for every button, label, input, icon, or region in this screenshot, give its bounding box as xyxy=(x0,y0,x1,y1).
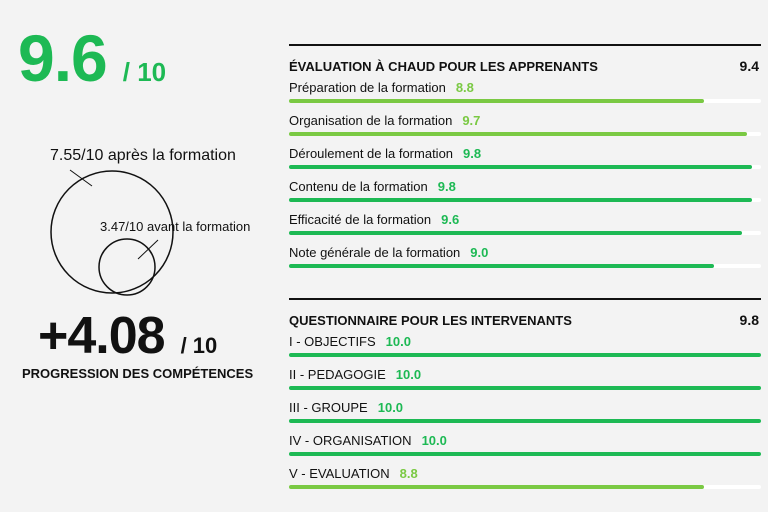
learner-evaluation-section: ÉVALUATION À CHAUD POUR LES APPRENANTS 9… xyxy=(289,44,761,278)
before-training-label: 3.47/10 avant la formation xyxy=(100,219,251,234)
rating-bar-track xyxy=(289,485,761,489)
skills-circles-diagram: 7.55/10 après la formation 3.47/10 avant… xyxy=(40,140,270,320)
section-total: 9.4 xyxy=(739,58,759,74)
rating-line: III - GROUPE 10.0 xyxy=(289,400,761,415)
rating-score: 8.8 xyxy=(455,80,474,95)
rating-label: III - GROUPE xyxy=(289,400,368,415)
rating-label: Efficacité de la formation xyxy=(289,212,432,227)
rating-label: Déroulement de la formation xyxy=(289,146,454,161)
rating-item: Organisation de la formation 9.7 xyxy=(289,113,761,146)
rating-item: Contenu de la formation 9.8 xyxy=(289,179,761,212)
rating-item: Note générale de la formation 9.0 xyxy=(289,245,761,278)
before-circle xyxy=(98,238,156,296)
rating-line: I - OBJECTIFS 10.0 xyxy=(289,334,761,349)
overall-score-denominator: / 10 xyxy=(122,57,167,87)
trainer-questionnaire-section: QUESTIONNAIRE POUR LES INTERVENANTS 9.8 … xyxy=(289,298,761,499)
rating-score: 8.8 xyxy=(399,466,418,481)
rating-bar-fill xyxy=(289,353,761,357)
rating-score: 10.0 xyxy=(421,433,447,448)
rating-bar-fill xyxy=(289,198,752,202)
section-title: ÉVALUATION À CHAUD POUR LES APPRENANTS xyxy=(289,58,598,74)
rating-item: IV - ORGANISATION 10.0 xyxy=(289,433,761,466)
section-divider xyxy=(289,44,761,46)
rating-bar-fill xyxy=(289,386,761,390)
before-pointer xyxy=(137,239,159,260)
rating-line: Déroulement de la formation 9.8 xyxy=(289,146,761,161)
rating-bar-fill xyxy=(289,132,747,136)
rating-line: Efficacité de la formation 9.6 xyxy=(289,212,761,227)
rating-label: IV - ORGANISATION xyxy=(289,433,412,448)
rating-label: Préparation de la formation xyxy=(289,80,446,95)
rating-item: V - EVALUATION 8.8 xyxy=(289,466,761,499)
rating-score: 10.0 xyxy=(395,367,422,382)
rating-list: Préparation de la formation 8.8 Organisati… xyxy=(289,80,761,278)
progression-denominator: / 10 xyxy=(180,333,218,358)
rating-item: I - OBJECTIFS 10.0 xyxy=(289,334,761,367)
rating-line: V - EVALUATION 8.8 xyxy=(289,466,761,481)
rating-line: IV - ORGANISATION 10.0 xyxy=(289,433,761,448)
rating-bar-fill xyxy=(289,165,752,169)
rating-label: Contenu de la formation xyxy=(289,179,428,194)
section-title: QUESTIONNAIRE POUR LES INTERVENANTS xyxy=(289,312,572,328)
rating-label: V - EVALUATION xyxy=(289,466,390,481)
progression-label: PROGRESSION DES COMPÉTENCES xyxy=(22,366,254,381)
rating-bar-track xyxy=(289,231,761,235)
circles-graphic xyxy=(50,169,174,296)
rating-line: Préparation de la formation 8.8 xyxy=(289,80,761,95)
rating-item: II - PEDAGOGIE 10.0 xyxy=(289,367,761,400)
rating-bar-fill xyxy=(289,419,761,423)
rating-bar-track xyxy=(289,198,761,202)
overall-score-value: 9.6 xyxy=(18,21,108,95)
rating-item: Préparation de la formation 8.8 xyxy=(289,80,761,113)
rating-label: Note générale de la formation xyxy=(289,245,461,260)
after-training-label: 7.55/10 après la formation xyxy=(50,147,236,164)
rating-score: 10.0 xyxy=(377,400,404,415)
rating-bar-fill xyxy=(289,452,761,456)
rating-score: 9.0 xyxy=(470,245,489,260)
rating-score: 9.8 xyxy=(463,146,482,161)
rating-bar-track xyxy=(289,165,761,169)
rating-score: 10.0 xyxy=(385,334,411,349)
rating-bar-track xyxy=(289,132,761,136)
rating-bar-fill xyxy=(289,99,705,103)
rating-bar-track xyxy=(289,264,761,268)
rating-list: I - OBJECTIFS 10.0 II - PEDAGOGIE 10.0 III -… xyxy=(289,334,761,499)
rating-bar-track xyxy=(289,353,761,357)
after-circle xyxy=(50,170,174,294)
rating-line: Organisation de la formation 9.7 xyxy=(289,113,761,128)
rating-item: Déroulement de la formation 9.8 xyxy=(289,146,761,179)
after-pointer xyxy=(69,169,93,187)
rating-item: III - GROUPE 10.0 xyxy=(289,400,761,433)
rating-score: 9.7 xyxy=(462,113,481,128)
rating-bar-fill xyxy=(289,485,705,489)
rating-bar-track xyxy=(289,419,761,423)
rating-label: Organisation de la formation xyxy=(289,113,453,128)
progression-value: +4.08 xyxy=(38,307,166,365)
section-total: 9.8 xyxy=(739,312,759,328)
rating-label: II - PEDAGOGIE xyxy=(289,367,386,382)
overall-score: 9.6 / 10 xyxy=(18,20,166,96)
rating-item: Efficacité de la formation 9.6 xyxy=(289,212,761,245)
rating-label: I - OBJECTIFS xyxy=(289,334,376,349)
rating-bar-track xyxy=(289,452,761,456)
rating-bar-fill xyxy=(289,264,714,268)
section-divider xyxy=(289,298,761,300)
rating-line: II - PEDAGOGIE 10.0 xyxy=(289,367,761,382)
rating-score: 9.8 xyxy=(437,179,456,194)
rating-bar-fill xyxy=(289,231,743,235)
rating-score: 9.6 xyxy=(441,212,460,227)
rating-line: Note générale de la formation 9.0 xyxy=(289,245,761,260)
skills-progression: +4.08 / 10 xyxy=(38,306,217,366)
rating-bar-track xyxy=(289,99,761,103)
rating-line: Contenu de la formation 9.8 xyxy=(289,179,761,194)
rating-bar-track xyxy=(289,386,761,390)
